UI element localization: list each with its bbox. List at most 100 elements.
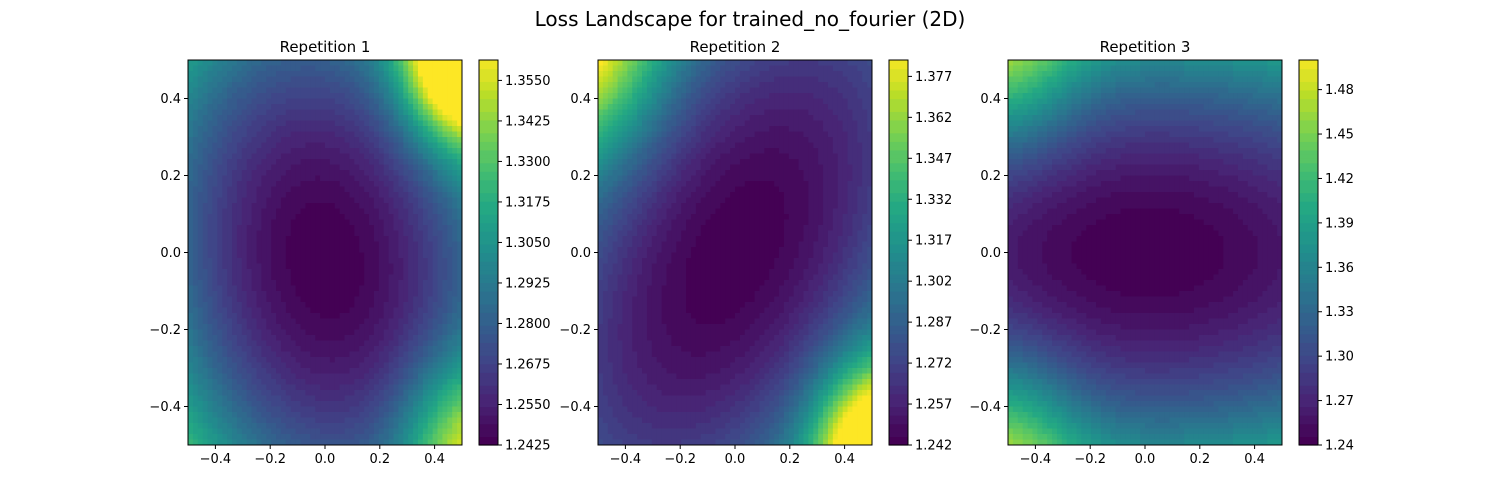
heatmap-cell (315, 357, 321, 364)
heatmap-cell (344, 263, 351, 270)
heatmap-cell (246, 60, 253, 67)
heatmap-cell (241, 131, 248, 138)
heatmap-cell (290, 258, 297, 265)
heatmap-cell (705, 65, 712, 72)
heatmap-cell (246, 340, 253, 347)
heatmap-cell (256, 263, 262, 270)
heatmap-cell (447, 318, 453, 325)
heatmap-cell (413, 280, 419, 287)
heatmap-cell (403, 87, 409, 94)
heatmap-cell (725, 115, 731, 122)
heatmap-cell (598, 142, 604, 149)
heatmap-cell (315, 285, 321, 292)
heatmap-cell (442, 126, 448, 133)
heatmap-cell (241, 164, 248, 171)
heatmap-cell (408, 131, 414, 138)
heatmap-cell (217, 120, 223, 127)
heatmap-cell (276, 82, 282, 89)
heatmap-cell (437, 71, 444, 78)
heatmap-cell (261, 423, 267, 430)
heatmap-cell (759, 60, 765, 67)
heatmap-cell (690, 60, 697, 67)
heatmap-cell (393, 423, 399, 430)
heatmap-cell (280, 324, 287, 331)
heatmap-cell (457, 236, 462, 243)
heatmap-cell (373, 428, 380, 435)
heatmap-cell (339, 384, 346, 391)
heatmap-cell (276, 164, 282, 171)
heatmap-cell (197, 329, 204, 336)
heatmap-cell (271, 236, 277, 243)
heatmap-cell (403, 93, 409, 100)
heatmap-cell (442, 296, 448, 303)
heatmap-cell (417, 351, 424, 358)
heatmap-cell (393, 274, 399, 281)
heatmap-cell (202, 390, 209, 397)
heatmap-cell (393, 186, 399, 193)
heatmap-cell (325, 302, 331, 309)
heatmap-cell (852, 109, 858, 116)
heatmap-cell (188, 76, 194, 83)
heatmap-cell (295, 368, 302, 375)
heatmap-cell (295, 280, 302, 287)
heatmap-cell (305, 225, 311, 232)
heatmap-cell (779, 115, 785, 122)
heatmap-cell (192, 285, 199, 292)
heatmap-cell (354, 373, 360, 380)
heatmap-cell (403, 340, 409, 347)
heatmap-cell (369, 258, 375, 265)
colorbar-segment (479, 77, 498, 82)
heatmap-cell (832, 60, 839, 67)
heatmap-cell (393, 98, 399, 105)
heatmap-cell (222, 302, 228, 309)
heatmap-cell (217, 186, 223, 193)
heatmap-cell (232, 186, 238, 193)
heatmap-cell (764, 60, 770, 67)
heatmap-cell (305, 351, 311, 358)
heatmap-cell (417, 384, 424, 391)
heatmap-cell (227, 87, 233, 94)
heatmap-cell (393, 142, 399, 149)
heatmap-cell (842, 87, 849, 94)
heatmap-cell (261, 87, 267, 94)
heatmap-cell (305, 296, 311, 303)
heatmap-cell (842, 71, 849, 78)
heatmap-cell (285, 82, 292, 89)
heatmap-cell (759, 131, 765, 138)
heatmap-cell (823, 60, 829, 67)
heatmap-cell (192, 131, 199, 138)
heatmap-cell (413, 428, 419, 435)
heatmap-cell (413, 93, 419, 100)
heatmap-cell (695, 104, 702, 111)
heatmap-cell (354, 395, 360, 402)
heatmap-cell (325, 159, 331, 166)
heatmap-cell (227, 313, 233, 320)
heatmap-cell (325, 291, 331, 298)
heatmap-cell (354, 247, 360, 254)
heatmap-cell (867, 104, 872, 111)
heatmap-cell (295, 104, 302, 111)
heatmap-cell (427, 428, 434, 435)
heatmap-cell (232, 76, 238, 83)
heatmap-cell (720, 60, 726, 67)
heatmap-cell (339, 82, 346, 89)
heatmap-cell (280, 170, 287, 177)
heatmap-cell (661, 93, 668, 100)
heatmap-cell (398, 225, 404, 232)
heatmap-cell (413, 181, 419, 188)
heatmap-cell (300, 137, 307, 144)
heatmap-cell (344, 104, 351, 111)
heatmap-cell (217, 175, 223, 182)
heatmap-cell (320, 285, 326, 292)
heatmap-cell (290, 120, 297, 127)
heatmap-cell (188, 318, 194, 325)
heatmap-cell (207, 379, 214, 386)
heatmap-cell (393, 379, 399, 386)
heatmap-cell (246, 258, 253, 265)
heatmap-cell (266, 439, 272, 445)
heatmap-cell (783, 60, 790, 67)
heatmap-cell (251, 192, 258, 199)
heatmap-cell (197, 318, 204, 325)
heatmap-cell (749, 60, 756, 67)
heatmap-cell (334, 401, 341, 408)
